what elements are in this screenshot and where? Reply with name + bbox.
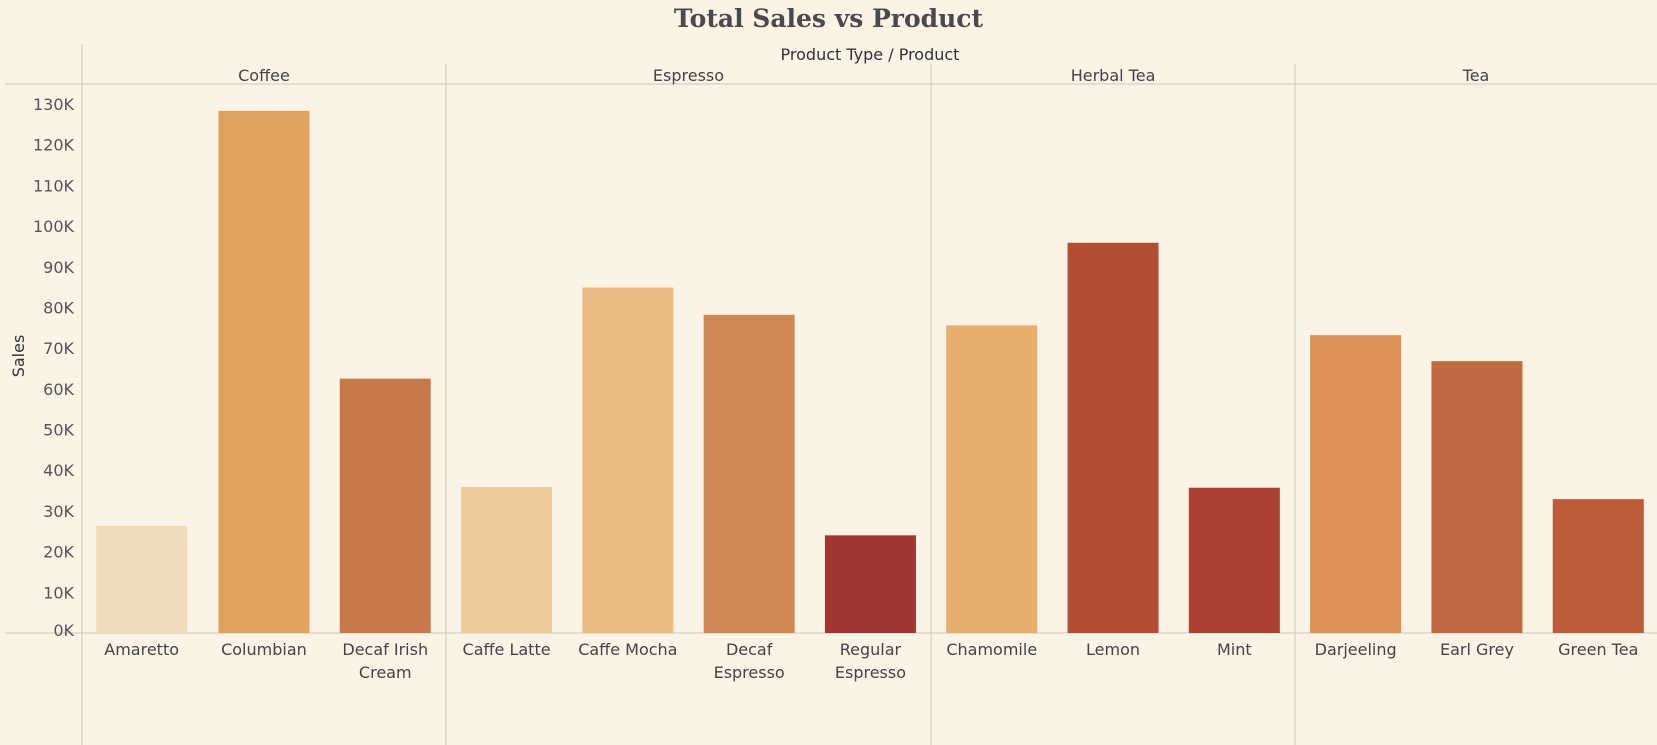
x-tick-label: Caffe Mocha bbox=[578, 640, 677, 659]
bar-lemon[interactable] bbox=[1067, 242, 1159, 633]
y-axis-label: Sales bbox=[9, 335, 28, 378]
group-header-coffee: Coffee bbox=[238, 66, 290, 85]
bar-caffe-mocha[interactable] bbox=[582, 287, 674, 633]
y-tick-label: 110K bbox=[33, 176, 75, 195]
y-tick-label: 50K bbox=[43, 421, 74, 440]
column-header: Product Type / Product bbox=[781, 45, 960, 64]
x-tick-label: Lemon bbox=[1086, 640, 1140, 659]
group-header-espresso: Espresso bbox=[653, 66, 724, 85]
x-tick-label: Green Tea bbox=[1558, 640, 1638, 659]
y-tick-label: 30K bbox=[43, 502, 74, 521]
bars bbox=[96, 110, 1644, 633]
x-axis-labels: Amaretto Columbian Decaf Irish Cream Caffe L… bbox=[104, 640, 1638, 682]
x-tick-label: Mint bbox=[1217, 640, 1252, 659]
bar-amaretto[interactable] bbox=[96, 525, 188, 633]
x-tick-label: Caffe Latte bbox=[463, 640, 551, 659]
chart-title: Total Sales vs Product bbox=[673, 4, 984, 33]
y-tick-label: 100K bbox=[33, 217, 75, 236]
bar-darjeeling[interactable] bbox=[1310, 335, 1402, 633]
y-tick-label: 20K bbox=[43, 543, 74, 562]
y-tick-label: 60K bbox=[43, 380, 74, 399]
y-tick-label: 120K bbox=[33, 136, 75, 155]
group-header-herbal-tea: Herbal Tea bbox=[1071, 66, 1156, 85]
x-tick-label: Regular Espresso bbox=[835, 640, 906, 682]
x-tick-label: Earl Grey bbox=[1440, 640, 1514, 659]
x-tick-label: Chamomile bbox=[946, 640, 1037, 659]
bar-regular-espresso[interactable] bbox=[824, 535, 916, 633]
group-headers: Coffee Espresso Herbal Tea Tea bbox=[238, 66, 1489, 85]
x-tick-label: Decaf Espresso bbox=[714, 640, 785, 682]
y-tick-label: 90K bbox=[43, 258, 74, 277]
y-tick-label: 80K bbox=[43, 298, 74, 317]
x-tick-label: Darjeeling bbox=[1315, 640, 1397, 659]
x-tick-label: Columbian bbox=[221, 640, 307, 659]
bar-decaf-irish-cream[interactable] bbox=[339, 378, 431, 633]
group-header-tea: Tea bbox=[1462, 66, 1490, 85]
bar-columbian[interactable] bbox=[218, 110, 310, 633]
y-tick-label: 0K bbox=[53, 621, 74, 640]
x-tick-label: Decaf Irish Cream bbox=[342, 640, 428, 682]
bar-mint[interactable] bbox=[1188, 487, 1280, 633]
y-tick-label: 10K bbox=[43, 583, 74, 602]
x-tick-label: Amaretto bbox=[104, 640, 179, 659]
y-axis-ticks: 0K 10K 20K 30K 40K 50K 60K 70K 80K 90K 100K 110K 120… bbox=[33, 95, 75, 640]
y-tick-label: 40K bbox=[43, 461, 74, 480]
bar-green-tea[interactable] bbox=[1552, 499, 1644, 633]
bar-earl-grey[interactable] bbox=[1431, 361, 1523, 633]
bar-decaf-espresso[interactable] bbox=[703, 314, 795, 633]
y-tick-label: 70K bbox=[43, 339, 74, 358]
y-tick-label: 130K bbox=[33, 95, 75, 114]
bar-caffe-latte[interactable] bbox=[461, 486, 553, 633]
bar-chamomile[interactable] bbox=[946, 325, 1038, 633]
